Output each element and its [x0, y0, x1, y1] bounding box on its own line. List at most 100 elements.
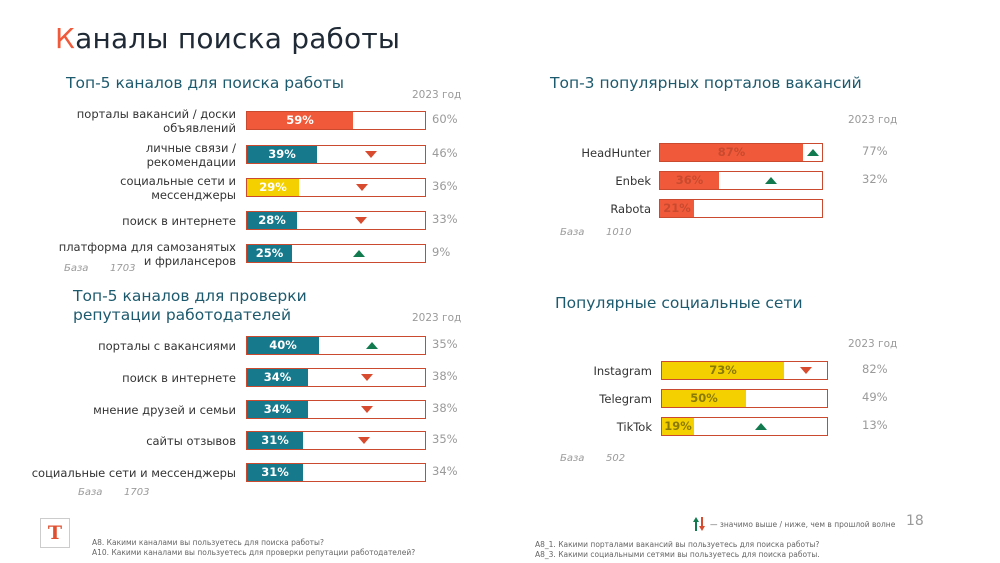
value-label: 31% — [261, 465, 289, 479]
base-value: 1703 — [124, 487, 150, 498]
value-label: 36% — [675, 173, 704, 187]
base-value: 1010 — [606, 227, 632, 238]
bar-fill — [247, 179, 299, 196]
chart-title: Популярные социальные сети — [555, 294, 803, 312]
category-label-line: рекомендации — [146, 154, 236, 169]
footnote-right-line: A8_3. Какими социальными сетями вы польз… — [535, 549, 820, 559]
category-label-line: платформа для самозанятых — [58, 239, 236, 254]
arrow-up-icon — [765, 177, 777, 184]
category-label-line: порталы вакансий / доски — [76, 106, 236, 121]
previous-wave-header: 2023 год — [848, 114, 898, 126]
value-label: 50% — [690, 391, 718, 405]
category-label: социальные сети и мессенджеры — [6, 174, 236, 202]
category-label-line: личные связи / — [145, 140, 236, 155]
base-label: База — [560, 227, 585, 238]
chart-title-line: репутации работодателей — [73, 306, 292, 324]
bar-track: 39% — [246, 145, 426, 164]
bar-fill — [660, 200, 694, 217]
previous-wave-value: 82% — [862, 362, 888, 376]
arrow-down-icon — [365, 151, 377, 158]
category-label: поиск в интернете — [6, 214, 236, 228]
previous-wave-value: 9% — [432, 245, 451, 259]
page-title: Каналы поиска работы — [55, 22, 400, 55]
bar-track: 59% — [246, 111, 426, 130]
previous-wave-value: 32% — [862, 172, 888, 186]
previous-wave-value: 33% — [432, 212, 458, 226]
logo: T — [40, 518, 70, 548]
title-first-letter: К — [55, 22, 76, 55]
bar-track: 31% — [246, 463, 426, 482]
chart-title: Топ-5 каналов для поиска работы — [66, 74, 344, 92]
value-label: 59% — [286, 113, 314, 127]
category-label: порталы с вакансиями — [6, 339, 236, 353]
category-label-line: и фрилансеров — [143, 253, 236, 268]
value-label: 34% — [263, 402, 292, 416]
bar-track: 28% — [246, 211, 426, 230]
category-label-line: сайты отзывов — [146, 433, 236, 448]
bar-track: 31% — [246, 431, 426, 450]
category-label: Rabota — [421, 202, 651, 216]
bar-track: 34% — [246, 400, 426, 419]
chart-title-line: Топ-5 каналов для проверки — [73, 287, 307, 305]
base-label: База — [64, 263, 89, 274]
category-label-line: Enbek — [615, 173, 651, 188]
category-label: TikTok — [422, 420, 652, 434]
value-label: 21% — [663, 201, 691, 215]
category-label-line: поиск в интернете — [122, 213, 236, 228]
value-label: 87% — [717, 145, 746, 159]
footnote-right-line: A8_1. Какими порталами вакансий вы польз… — [535, 540, 820, 549]
category-label-line: социальные сети и — [120, 173, 236, 188]
value-label: 29% — [259, 180, 287, 194]
footnote-left-line: A10. Какими каналами вы пользуетесь для … — [92, 547, 416, 557]
bar-fill — [662, 390, 746, 407]
bar-fill — [247, 146, 317, 163]
base-label: База — [78, 487, 103, 498]
value-label: 28% — [258, 213, 286, 227]
bar-fill — [660, 172, 719, 189]
previous-wave-value: 34% — [432, 464, 458, 478]
bar-fill — [247, 401, 308, 418]
previous-wave-header: 2023 год — [412, 312, 462, 324]
bar-fill — [247, 369, 308, 386]
bar-fill — [662, 418, 694, 435]
previous-wave-header: 2023 год — [848, 338, 898, 350]
base-value: 502 — [606, 453, 626, 464]
previous-wave-value: 38% — [432, 401, 458, 415]
category-label: сайты отзывов — [6, 434, 236, 448]
category-label: личные связи / рекомендации — [6, 141, 236, 169]
previous-wave-value: 49% — [862, 390, 888, 404]
significance-legend-icon — [692, 516, 706, 532]
logo-letter: T — [47, 522, 63, 544]
previous-wave-value: 77% — [862, 144, 888, 158]
category-label-line: социальные сети и мессенджеры — [31, 465, 236, 480]
bar-track: 19% — [661, 417, 828, 436]
bar-track: 21% — [659, 199, 823, 218]
value-label: 34% — [263, 370, 292, 384]
footnote-left-line: A8. Какими каналами вы пользуетесь для п… — [92, 538, 324, 547]
value-label: 73% — [709, 363, 737, 377]
previous-wave-value: 35% — [432, 337, 458, 351]
title-rest: аналы поиска работы — [75, 22, 401, 55]
bar-track: 34% — [246, 368, 426, 387]
bar-fill — [247, 432, 303, 449]
previous-wave-value: 35% — [432, 432, 458, 446]
arrow-down-icon — [800, 367, 812, 374]
category-label-line: HeadHunter — [581, 145, 651, 160]
arrow-down-icon — [355, 217, 367, 224]
value-label: 25% — [255, 246, 284, 260]
category-label: Enbek — [421, 174, 651, 188]
value-label: 40% — [269, 338, 297, 352]
category-label-line: Instagram — [593, 363, 652, 378]
value-label: 19% — [664, 419, 692, 433]
category-label: Instagram — [422, 364, 652, 378]
footnote-right: A8_1. Какими порталами вакансий вы польз… — [535, 540, 820, 559]
category-label: Telegram — [422, 392, 652, 406]
arrow-up-icon — [755, 423, 767, 430]
chart-title: Топ-3 популярных порталов вакансий — [550, 74, 862, 92]
bar-track: 40% — [246, 336, 426, 355]
category-label: платформа для самозанятых и фрилансеров — [6, 240, 236, 268]
footnote-left: A8. Какими каналами вы пользуетесь для п… — [92, 538, 415, 557]
bar-track: 50% — [661, 389, 828, 408]
bar-fill — [662, 362, 784, 379]
arrow-up-icon — [807, 149, 819, 156]
